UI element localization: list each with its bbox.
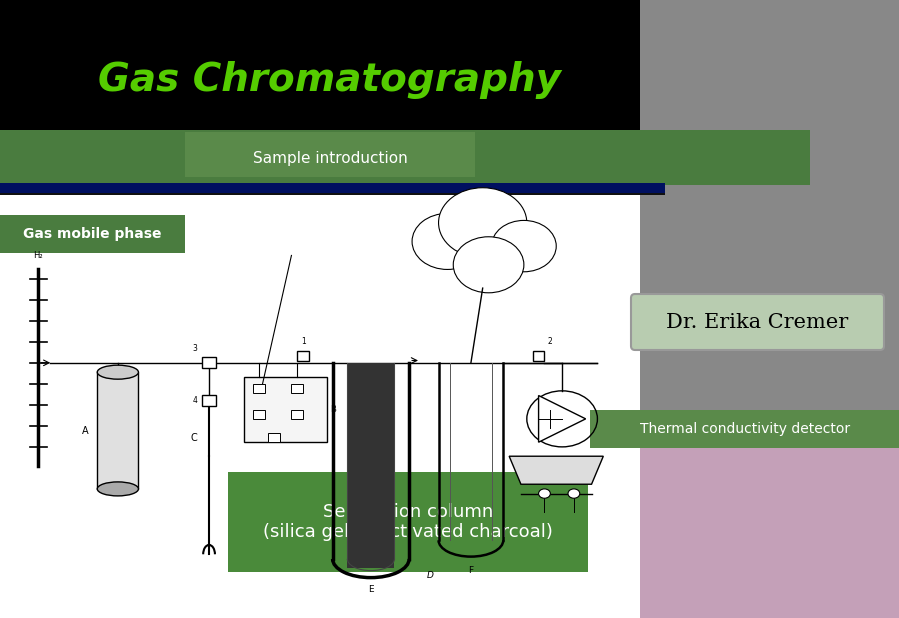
Bar [291, 410, 303, 419]
Polygon shape [539, 396, 585, 442]
Circle shape [568, 489, 580, 498]
Bar [533, 351, 545, 360]
Bar [640, 0, 899, 310]
Bar [590, 410, 899, 448]
Text: C: C [191, 433, 197, 442]
Text: Dr. Erika Cremer: Dr. Erika Cremer [666, 313, 848, 331]
Text: B: B [330, 405, 335, 414]
Bar [298, 351, 309, 360]
Text: 8: 8 [271, 435, 276, 440]
Text: A: A [82, 426, 88, 436]
Bar [228, 472, 588, 572]
Bar [202, 394, 216, 406]
Ellipse shape [97, 365, 138, 379]
Polygon shape [509, 456, 603, 485]
Bar [245, 377, 326, 442]
Text: Gas Chromatography: Gas Chromatography [99, 61, 562, 99]
Text: D: D [426, 570, 433, 580]
Text: E: E [368, 585, 374, 594]
Bar [0, 185, 665, 618]
Text: Gas mobile phase: Gas mobile phase [22, 227, 161, 241]
Bar [0, 183, 665, 193]
Text: 7: 7 [296, 412, 299, 417]
Bar [0, 185, 665, 195]
Bar [97, 372, 138, 489]
Text: H₂: H₂ [33, 251, 43, 260]
Bar [640, 310, 899, 410]
Bar [640, 410, 899, 618]
Circle shape [412, 213, 483, 269]
Bar [254, 410, 265, 419]
Circle shape [539, 489, 550, 498]
Bar [347, 363, 395, 569]
Text: Sample introduction: Sample introduction [253, 151, 407, 166]
Bar [0, 130, 810, 185]
Bar [254, 384, 265, 393]
FancyBboxPatch shape [631, 294, 884, 350]
Circle shape [439, 188, 527, 258]
Text: 5: 5 [257, 412, 261, 417]
Bar [291, 384, 303, 393]
Circle shape [453, 237, 524, 293]
Bar [268, 433, 280, 442]
Text: 1: 1 [301, 337, 306, 346]
Bar [202, 357, 216, 368]
Bar [185, 132, 475, 177]
Text: 3: 3 [192, 344, 197, 353]
Text: Thermal conductivity detector: Thermal conductivity detector [640, 422, 850, 436]
Circle shape [492, 221, 556, 272]
Text: V: V [295, 386, 299, 391]
Text: 2: 2 [547, 337, 552, 346]
Bar [0, 215, 185, 253]
Text: Separation column
(silica gel or activated charcoal): Separation column (silica gel or activat… [263, 502, 553, 541]
Ellipse shape [97, 482, 138, 496]
Text: F: F [468, 566, 474, 575]
Text: 6: 6 [257, 386, 261, 391]
Text: 4: 4 [192, 396, 197, 405]
